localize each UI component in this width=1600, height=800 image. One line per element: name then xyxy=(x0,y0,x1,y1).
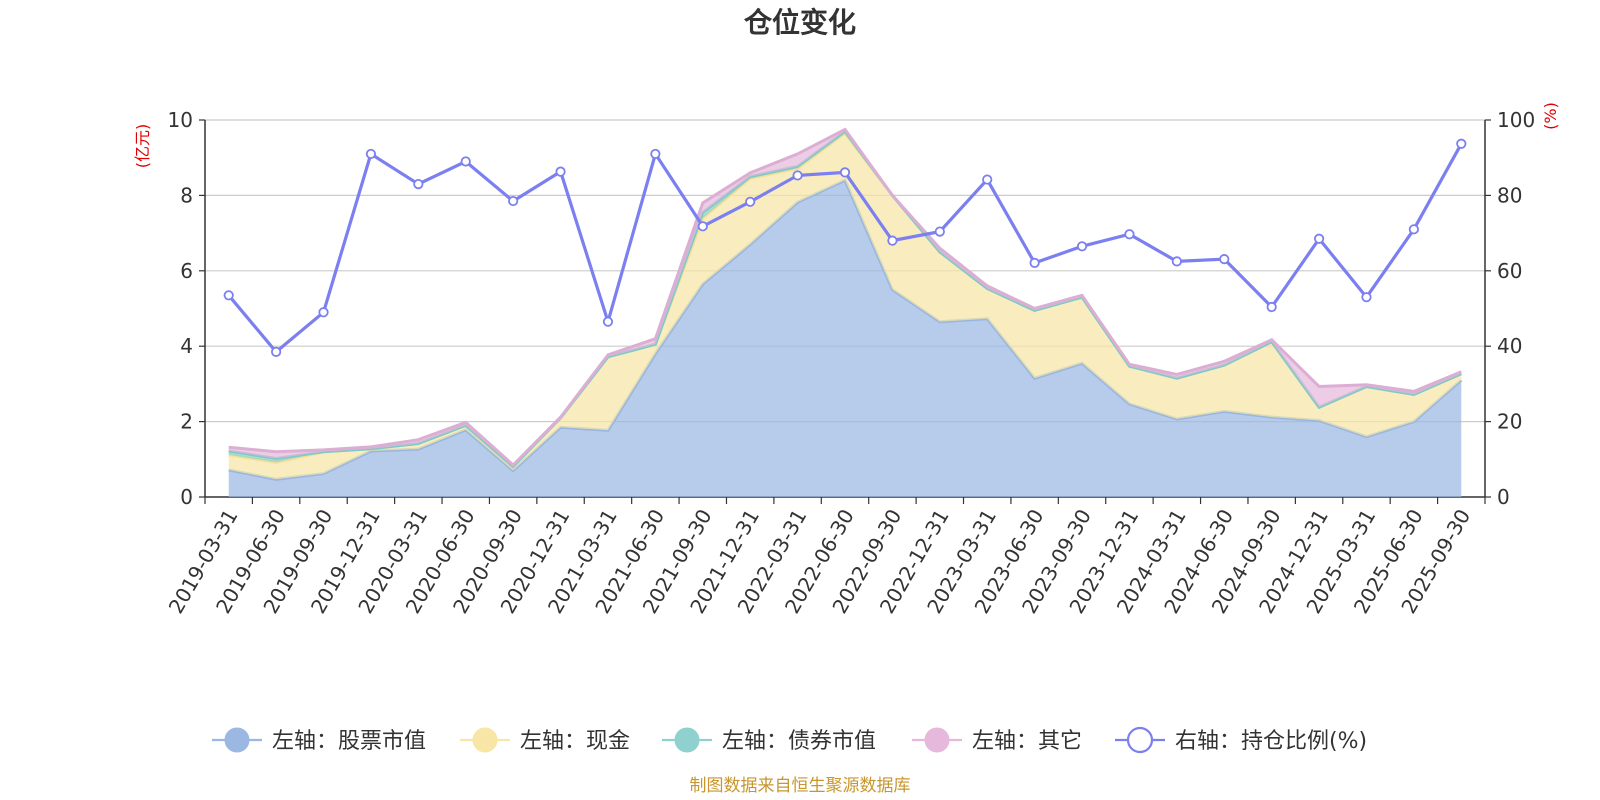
ratio-point xyxy=(1313,233,1325,244)
ratio-point xyxy=(1219,254,1230,265)
ratio-point xyxy=(1124,229,1135,240)
legend-label: 左轴：其它 xyxy=(972,729,1082,754)
right-tick-label: 100 xyxy=(1497,108,1535,132)
left-tick-label: 6 xyxy=(180,259,193,283)
data-source-note: 制图数据来自恒生聚源数据库 xyxy=(690,776,911,796)
left-tick-label: 8 xyxy=(180,183,193,207)
right-tick-label: 40 xyxy=(1497,334,1522,358)
legend-marker-4 xyxy=(1126,726,1154,754)
chart-title: 仓位变化 xyxy=(744,6,856,39)
right-tick-label: 0 xyxy=(1497,485,1510,509)
area-edge-other xyxy=(228,127,1462,468)
area-stock xyxy=(228,180,1462,498)
ratio-point xyxy=(887,235,898,246)
ratio-point xyxy=(1361,292,1372,303)
right-tick-label: 20 xyxy=(1497,410,1522,434)
ratio-point xyxy=(271,346,282,357)
ratio-point xyxy=(745,196,756,207)
ratio-point xyxy=(460,156,471,167)
legend-marker-0 xyxy=(224,727,250,753)
ratio-point xyxy=(650,148,661,160)
right-tick-label: 60 xyxy=(1497,259,1522,283)
ratio-point xyxy=(508,195,519,207)
left-tick-label: 0 xyxy=(180,485,193,509)
ratio-point xyxy=(1266,301,1277,313)
legend-marker-3 xyxy=(924,727,950,753)
ratio-line-series xyxy=(223,138,1467,357)
stacked-areas xyxy=(228,127,1463,498)
left-axis-unit: (亿元) xyxy=(133,124,152,169)
right-tick-label: 80 xyxy=(1497,183,1522,207)
legend-label: 左轴：现金 xyxy=(520,729,630,754)
legend-label: 左轴：股票市值 xyxy=(272,729,426,754)
area-cash xyxy=(228,133,1462,480)
ratio-point xyxy=(934,226,945,237)
left-tick-label: 4 xyxy=(180,334,193,358)
legend: 左轴：股票市值 左轴：现金 左轴：债券市值 左轴：其它 右轴：持仓比例(%) xyxy=(212,726,1367,754)
ratio-point xyxy=(792,170,803,181)
ratio-point xyxy=(1456,138,1467,149)
ratio-point xyxy=(982,174,993,185)
legend-label: 右轴：持仓比例(%) xyxy=(1175,729,1367,754)
ratio-point xyxy=(1076,241,1088,252)
ratio-point xyxy=(223,290,234,301)
ratio-point xyxy=(697,221,708,232)
ratio-point xyxy=(1408,224,1419,235)
ratio-point xyxy=(839,167,851,178)
legend-marker-2 xyxy=(674,727,700,753)
ratio-point xyxy=(602,316,614,327)
right-axis-unit: (%) xyxy=(1541,102,1560,130)
ratio-point xyxy=(365,148,377,160)
ratio-point xyxy=(318,307,329,318)
ratio-point xyxy=(413,178,424,190)
left-tick-label: 2 xyxy=(180,410,193,434)
legend-label: 左轴：债券市值 xyxy=(722,729,876,754)
ratio-point xyxy=(1029,257,1040,268)
ratio-point xyxy=(1171,256,1182,267)
left-tick-label: 10 xyxy=(168,108,193,132)
ratio-point xyxy=(555,166,566,177)
legend-marker-1 xyxy=(472,727,498,753)
